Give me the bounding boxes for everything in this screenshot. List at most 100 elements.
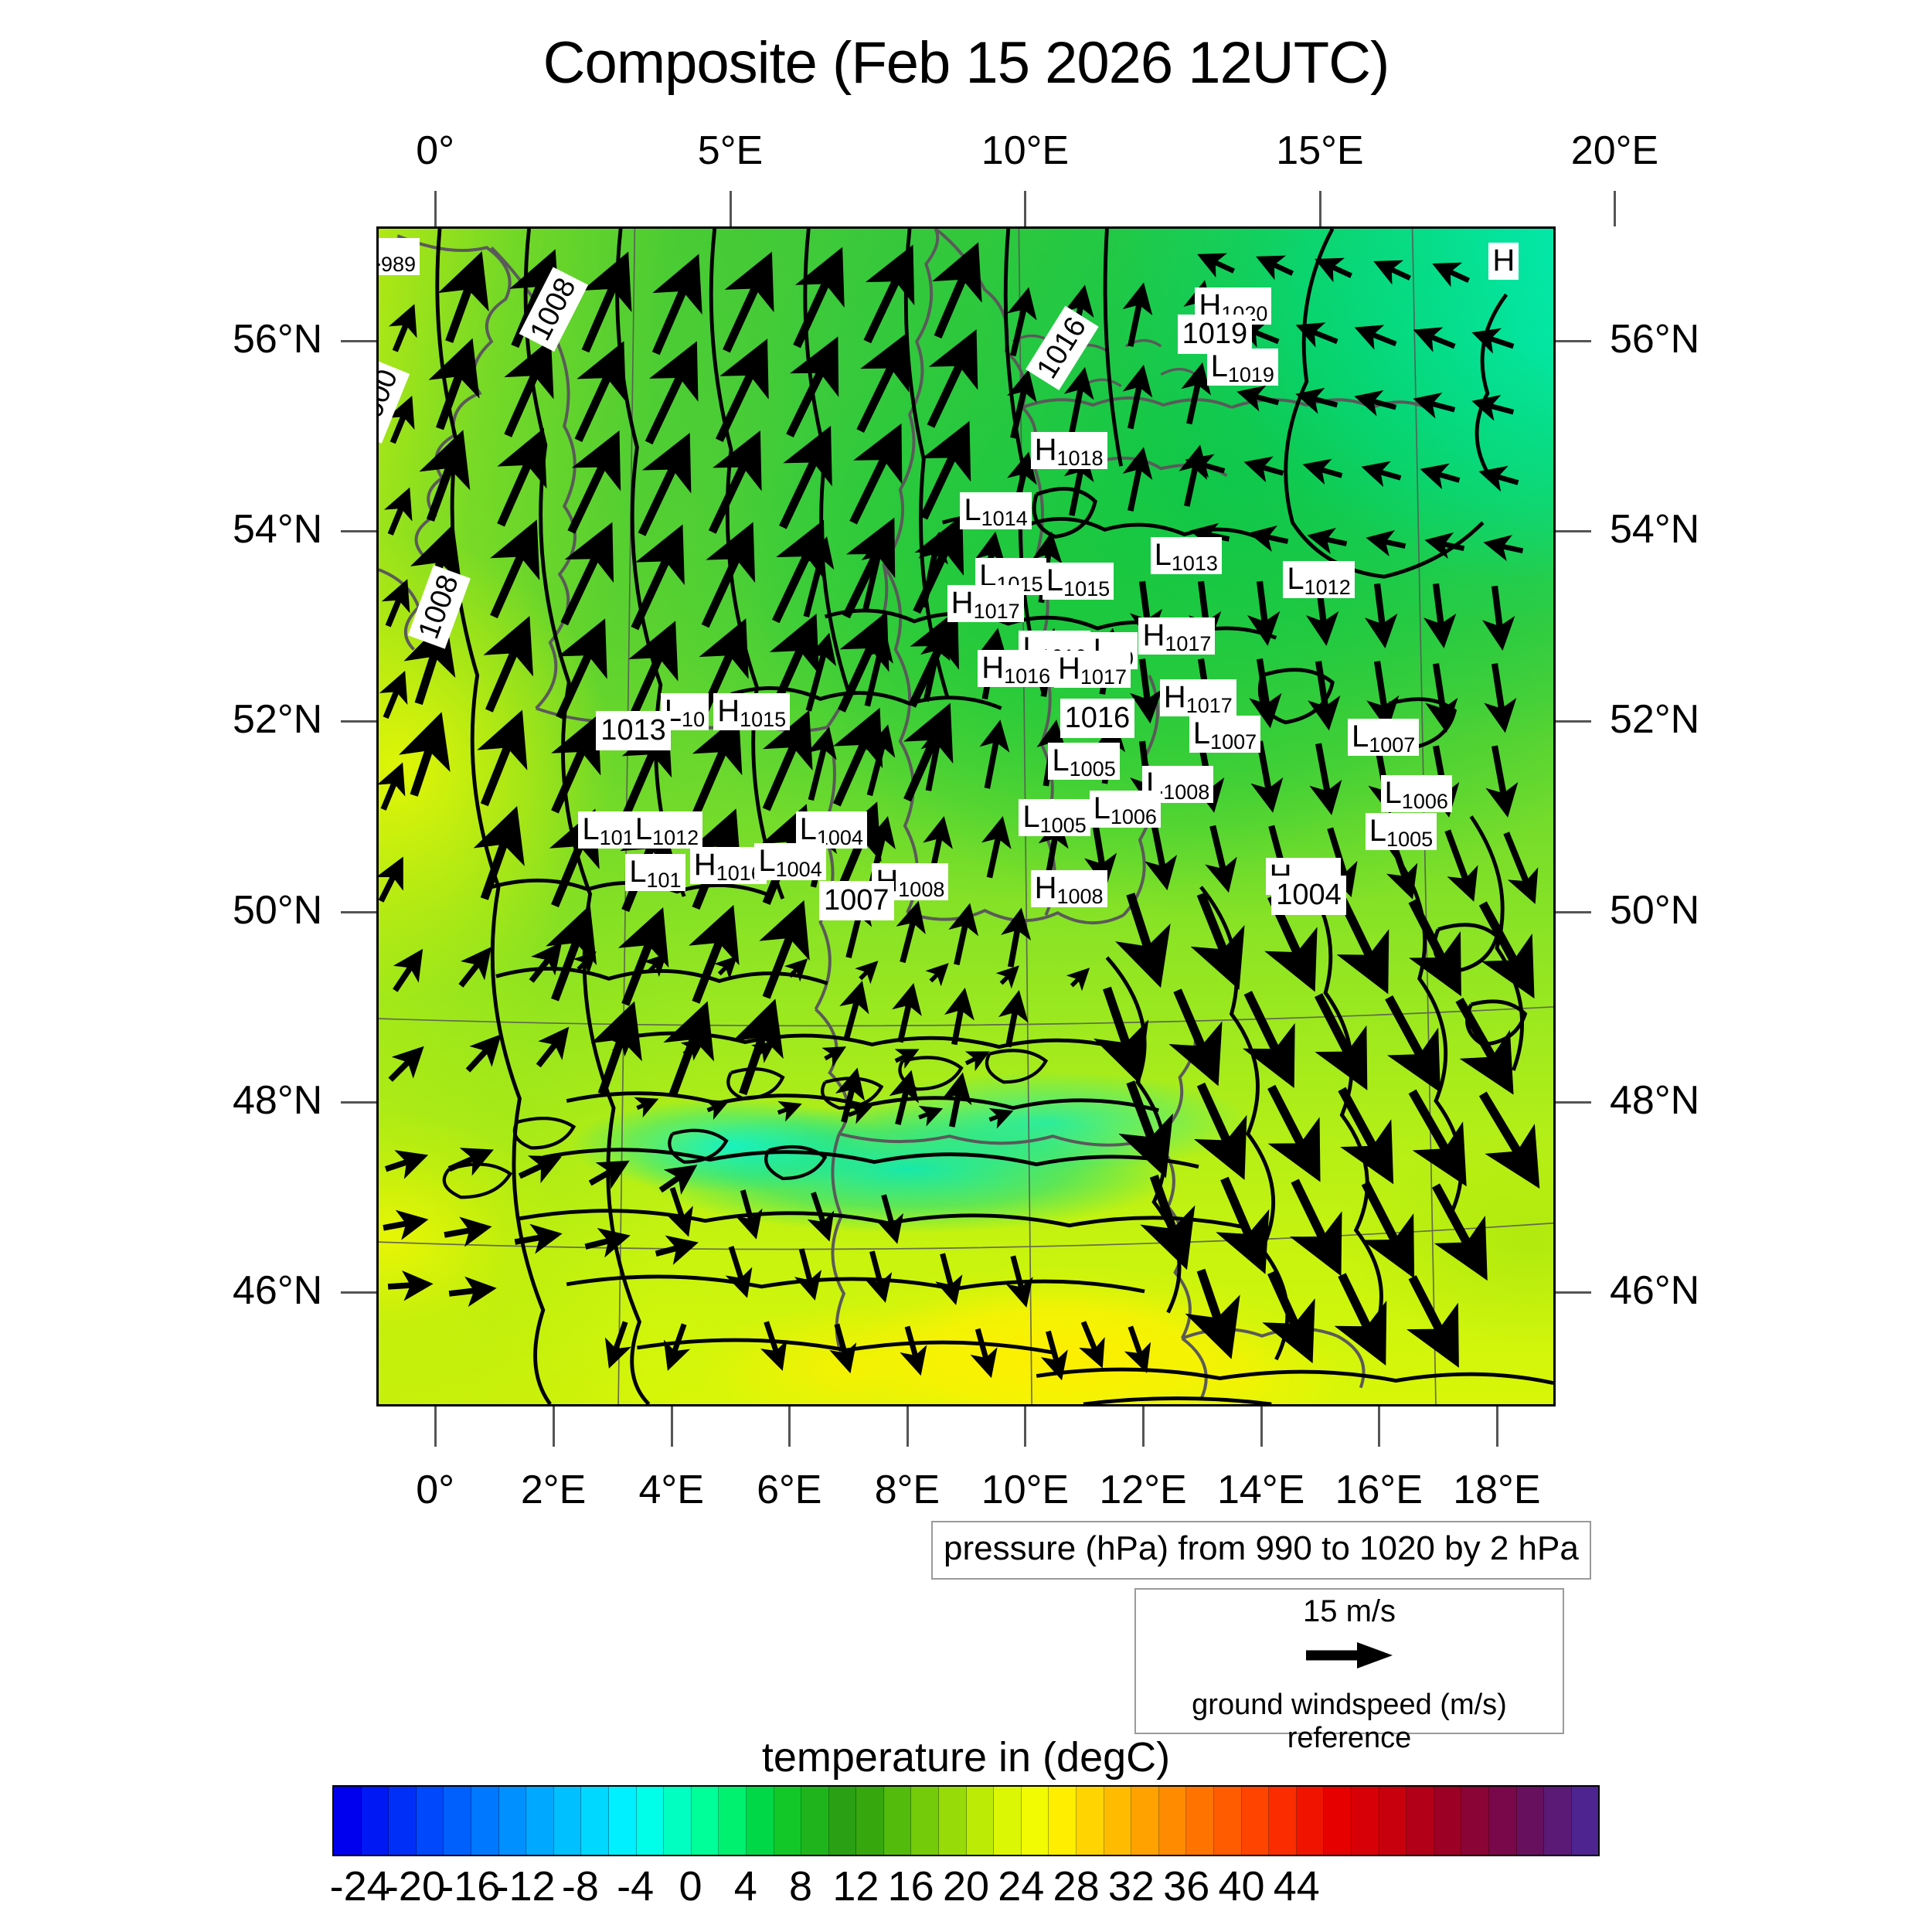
left-axis-label: 48°N	[233, 1077, 323, 1123]
colorbar-swatch	[856, 1787, 884, 1855]
colorbar-tick: 0	[679, 1863, 702, 1910]
pressure-marker: L1019	[1206, 349, 1278, 386]
top-tick-mark	[434, 191, 437, 226]
top-axis-label: 10°E	[981, 128, 1070, 173]
isobar-label: 1013	[596, 710, 671, 750]
pressure-marker: L1005	[1019, 798, 1090, 836]
isobar-label: 1019	[1177, 315, 1253, 355]
right-tick-mark	[1556, 530, 1591, 533]
pressure-marker: H1017	[1159, 679, 1236, 716]
colorbar-swatch	[883, 1787, 912, 1855]
bottom-axis-label: 8°E	[874, 1468, 940, 1512]
colorbar-tick: -12	[495, 1863, 556, 1910]
pressure-marker: L1014	[960, 492, 1032, 529]
pressure-marker: L1013	[1150, 536, 1222, 574]
colorbar-title: temperature in (degC)	[761, 1734, 1171, 1781]
colorbar-swatch	[1049, 1787, 1077, 1855]
bottom-axis-label: 2°E	[520, 1468, 587, 1512]
colorbar-swatch	[1021, 1787, 1049, 1855]
top-tick-mark	[1024, 191, 1027, 226]
colorbar-tick: 8	[789, 1863, 813, 1910]
top-tick-mark	[1318, 191, 1321, 226]
right-axis-label: 52°N	[1610, 697, 1700, 743]
pressure-marker: L989	[379, 238, 420, 276]
right-tick-mark	[1556, 1100, 1591, 1104]
colorbar-swatch	[1406, 1787, 1434, 1855]
top-axis-label: 0°	[416, 128, 455, 173]
left-tick-mark	[341, 1100, 376, 1104]
right-tick-mark	[1556, 910, 1591, 913]
pressure-marker: H1017	[1054, 651, 1131, 689]
colorbar-swatch	[1571, 1787, 1599, 1855]
right-axis-label: 54°N	[1610, 507, 1700, 553]
pressure-marker: L1005	[1365, 812, 1437, 850]
colorbar-tick: -8	[561, 1863, 599, 1910]
pressure-marker: L1015	[1042, 562, 1114, 600]
colorbar-tick: 36	[1163, 1863, 1210, 1910]
colorbar-swatch	[774, 1787, 802, 1855]
bottom-tick-mark	[788, 1406, 791, 1447]
colorbar-swatch	[1461, 1787, 1489, 1855]
colorbar-swatch	[1186, 1787, 1214, 1855]
colorbar-swatch	[801, 1787, 829, 1855]
colorbar-swatch	[746, 1787, 774, 1855]
colorbar-swatch	[939, 1787, 967, 1855]
left-tick-mark	[341, 720, 376, 723]
pressure-marker: L1006	[1089, 791, 1161, 828]
pressure-marker: H1018	[1030, 432, 1107, 470]
colorbar-tick: 12	[832, 1863, 879, 1910]
bottom-axis-label: 18°E	[1453, 1468, 1541, 1512]
left-axis-label: 50°N	[233, 887, 323, 933]
pressure-marker: L101	[625, 854, 685, 892]
right-axis-label: 46°N	[1610, 1268, 1700, 1314]
right-tick-mark	[1556, 720, 1591, 723]
colorbar-swatch	[1351, 1787, 1379, 1855]
pressure-marker: H1017	[1138, 617, 1216, 655]
pressure-marker: H	[1488, 243, 1519, 281]
pressure-marker: L1007	[1189, 715, 1261, 753]
wind-arrow-icon	[1306, 1642, 1393, 1668]
colorbar-swatch	[636, 1787, 665, 1855]
top-axis-label: 20°E	[1570, 128, 1659, 173]
bottom-axis-label: 16°E	[1335, 1468, 1423, 1512]
isobar-label: 1016	[1060, 699, 1135, 739]
colorbar-swatch	[1324, 1787, 1352, 1855]
wind-reference-legend: 15 m/s ground windspeed (m/s) reference	[1134, 1588, 1564, 1754]
left-axis-label: 46°N	[233, 1268, 323, 1314]
bottom-tick-mark	[1495, 1406, 1498, 1447]
colorbar-swatch	[526, 1787, 554, 1855]
bottom-axis-label: 6°E	[757, 1468, 822, 1512]
bottom-tick-mark	[1141, 1406, 1145, 1447]
colorbar-swatch	[389, 1787, 417, 1855]
colorbar-swatch	[416, 1787, 444, 1855]
isobar-label: 1004	[1271, 875, 1346, 915]
colorbar-tick: 24	[998, 1863, 1045, 1910]
colorbar-swatch	[664, 1787, 692, 1855]
colorbar-swatch	[911, 1787, 940, 1855]
pressure-marker: L1007	[1348, 719, 1420, 757]
colorbar-tick: -24	[329, 1863, 390, 1910]
left-axis-label: 56°N	[233, 316, 323, 362]
pressure-marker: L1012	[631, 811, 703, 849]
colorbar-swatch	[828, 1787, 857, 1855]
bottom-tick-mark	[434, 1406, 437, 1447]
pressure-marker: H1015	[713, 692, 791, 730]
colorbar-tick: 32	[1107, 1863, 1155, 1910]
left-tick-mark	[341, 530, 376, 533]
bottom-axis-label: 4°E	[638, 1468, 704, 1512]
bottom-tick-mark	[1260, 1406, 1263, 1447]
bottom-tick-mark	[552, 1406, 555, 1447]
right-tick-mark	[1556, 1291, 1591, 1294]
colorbar-tick: -16	[440, 1863, 501, 1910]
colorbar-swatch	[1214, 1787, 1242, 1855]
bottom-axis-label: 14°E	[1217, 1468, 1305, 1512]
weather-map-plot[interactable]: L989HH1020L1019H1018L1014L1013L1012L1015…	[376, 226, 1556, 1406]
temperature-colorbar[interactable]	[332, 1785, 1600, 1856]
bottom-tick-mark	[670, 1406, 673, 1447]
right-axis-label: 48°N	[1610, 1077, 1700, 1123]
colorbar-swatch	[471, 1787, 499, 1855]
page-title: Composite (Feb 15 2026 12UTC)	[543, 30, 1390, 96]
colorbar-swatch	[1269, 1787, 1297, 1855]
right-axis-label: 50°N	[1610, 887, 1700, 933]
right-tick-mark	[1556, 339, 1591, 342]
